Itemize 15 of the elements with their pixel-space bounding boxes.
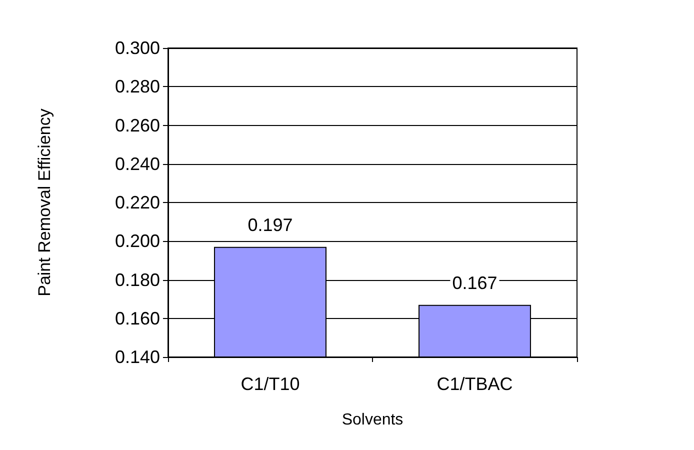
x-axis-title: Solvents [342, 412, 404, 428]
y-tick-label: 0.280 [114, 76, 160, 97]
x-tick-label: C1/T10 [240, 374, 300, 394]
data-label: 0.197 [248, 214, 293, 235]
data-label: 0.167 [452, 272, 498, 293]
y-tick-label: 0.140 [114, 347, 160, 367]
y-tick-label: 0.260 [114, 115, 160, 136]
y-axis-title: Paint Removal Efficiency [35, 108, 54, 296]
x-tick-label: C1/TBAC [436, 374, 513, 394]
y-tick-label: 0.200 [114, 231, 160, 252]
y-tick-label: 0.160 [114, 308, 160, 328]
y-tick-label: 0.180 [114, 270, 160, 290]
y-tick-label: 0.240 [114, 154, 160, 174]
y-tick-label: 0.220 [114, 192, 160, 212]
y-tick-label: 0.300 [114, 38, 160, 58]
